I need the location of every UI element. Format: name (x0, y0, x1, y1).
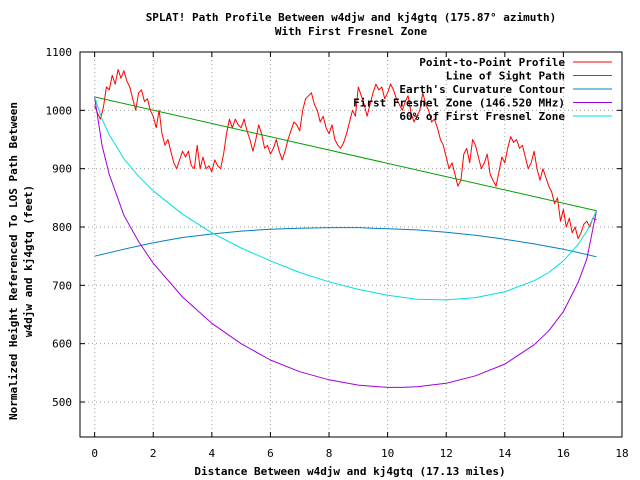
y-tick-label: 800 (52, 221, 72, 234)
chart-subtitle: With First Fresnel Zone (275, 25, 428, 38)
legend-label-4: First Fresnel Zone (146.520 MHz) (353, 97, 565, 110)
series-line-2 (94, 96, 597, 212)
y-tick-label: 700 (52, 279, 72, 292)
x-tick-label: 0 (91, 447, 98, 460)
legend-label-1: Point-to-Point Profile (419, 56, 565, 69)
y-tick-label: 900 (52, 163, 72, 176)
legend-label-3: Earth's Curvature Contour (399, 83, 565, 96)
x-tick-label: 14 (498, 447, 512, 460)
x-tick-label: 6 (267, 447, 274, 460)
x-tick-label: 12 (440, 447, 453, 460)
plot-frame (79, 51, 623, 438)
y-tick-label: 500 (52, 396, 72, 409)
series-line-5 (94, 96, 597, 301)
legend-label-5: 60% of First Fresnel Zone (399, 110, 565, 123)
x-tick-label: 10 (381, 447, 394, 460)
series-line-3 (94, 227, 597, 258)
chart-title: SPLAT! Path Profile Between w4djw and kj… (146, 11, 557, 24)
x-tick-label: 18 (615, 447, 628, 460)
x-tick-label: 2 (150, 447, 157, 460)
series-line-4 (94, 96, 597, 388)
legend-label-2: Line of Sight Path (446, 70, 565, 83)
y-tick-label: 1100 (46, 46, 73, 59)
y-axis-label-line2: w4djw and kj4gtq (feet) (22, 185, 35, 337)
series-line-1 (94, 69, 597, 240)
x-tick-label: 16 (557, 447, 570, 460)
x-tick-label: 8 (326, 447, 333, 460)
axis-ticks: 0 2 4 6 8 10 12 14 16 18 500 600 700 800 900 1000 1100 (46, 46, 629, 460)
x-tick-label: 4 (209, 447, 216, 460)
y-tick-label: 600 (52, 338, 72, 351)
series-lines (94, 69, 597, 388)
y-tick-label: 1000 (46, 104, 73, 117)
x-axis-label: Distance Between w4djw and kj4gtq (17.13… (194, 465, 505, 478)
y-axis-label-line1: Normalized Height Referenced To LOS Path… (7, 102, 20, 420)
